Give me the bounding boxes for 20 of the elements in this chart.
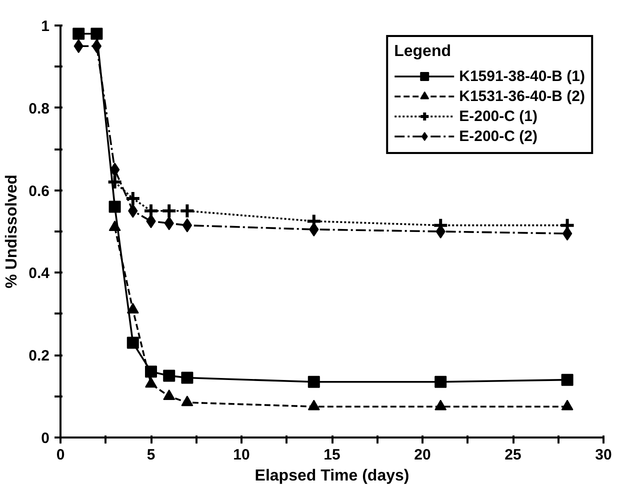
legend-title: Legend <box>394 43 452 61</box>
x-axis-title: Elapsed Time (days) <box>254 468 410 484</box>
y-tick-label: 0 <box>41 430 50 447</box>
legend-label: E-200-C (1) <box>459 108 538 124</box>
y-tick-label: 0.2 <box>28 348 50 365</box>
x-tick-label: 0 <box>56 446 65 464</box>
y-tick-label: 0.6 <box>28 182 50 200</box>
x-tick-label: 10 <box>233 446 250 464</box>
y-tick-label: 0.8 <box>28 100 50 118</box>
y-tick-label: 1 <box>41 18 50 35</box>
x-tick-label: 5 <box>146 446 156 464</box>
x-tick-label: 20 <box>414 446 431 464</box>
x-tick-label: 15 <box>324 446 340 464</box>
legend-label: K1591-38-40-B (1) <box>459 68 585 84</box>
x-tick-label: 25 <box>504 446 522 464</box>
y-tick-label: 0.4 <box>28 265 50 282</box>
x-tick-label: 30 <box>595 446 612 464</box>
legend-label: K1531-36-40-B (2) <box>459 88 585 104</box>
y-axis-title: % Undissolved <box>4 174 21 288</box>
legend-label: E-200-C (2) <box>459 128 538 144</box>
